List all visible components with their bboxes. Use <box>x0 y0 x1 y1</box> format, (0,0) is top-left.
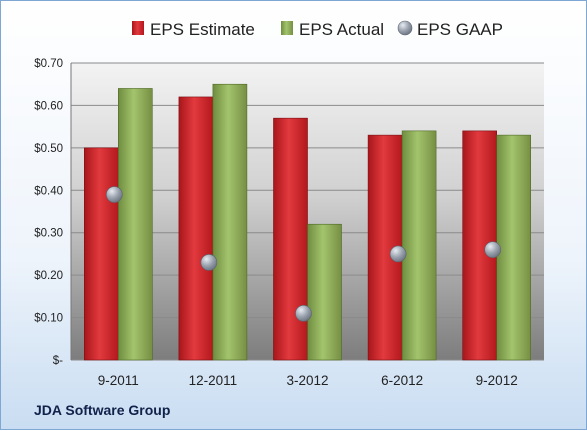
legend-label-eps-gaap: EPS GAAP <box>417 20 503 39</box>
y-tick-label: $0.60 <box>34 100 63 112</box>
x-tick-label: 3-2012 <box>286 373 328 388</box>
legend-swatch-eps-gaap <box>397 20 413 36</box>
bar-eps-estimate <box>178 96 214 361</box>
x-tick-label: 12-2011 <box>189 373 238 388</box>
y-tick-label: $0.10 <box>34 313 63 325</box>
bar-eps-actual <box>401 130 437 361</box>
y-tick-label: $- <box>53 355 63 367</box>
x-tick-label: 9-2011 <box>98 373 139 388</box>
gaap-markers <box>106 186 502 322</box>
y-tick-label: $0.40 <box>34 185 63 197</box>
legend-label-eps-actual: EPS Actual <box>299 20 384 39</box>
legend-swatch-eps-actual <box>281 21 293 35</box>
y-tick-label: $0.70 <box>34 58 63 70</box>
company-name: JDA Software Group <box>34 402 171 418</box>
x-tick-label: 9-2012 <box>476 373 518 388</box>
bar-eps-estimate <box>84 147 119 361</box>
x-tick-label: 6-2012 <box>381 373 423 388</box>
marker-eps-gaap <box>389 245 407 263</box>
legend-swatch-eps-estimate <box>132 21 144 35</box>
marker-eps-gaap <box>200 254 218 271</box>
marker-eps-gaap <box>106 186 123 203</box>
legend: EPS Estimate EPS Actual EPS GAAP <box>132 20 503 39</box>
y-axis: $- $0.10 $0.20 $0.30 $0.40 $0.50 $0.60 $0.70 <box>34 58 72 367</box>
y-tick-label: $0.50 <box>34 143 63 155</box>
bars <box>84 83 532 361</box>
bar-eps-actual <box>118 88 153 361</box>
y-tick-label: $0.30 <box>34 228 63 240</box>
marker-eps-gaap <box>295 305 312 322</box>
y-tick-label: $0.20 <box>34 270 63 282</box>
bar-eps-actual <box>307 223 342 361</box>
bar-eps-actual <box>496 134 532 361</box>
legend-label-eps-estimate: EPS Estimate <box>150 20 255 39</box>
marker-eps-gaap <box>484 241 502 258</box>
bar-eps-estimate <box>273 117 308 361</box>
bar-eps-actual <box>212 83 248 361</box>
x-axis: 9-2011 12-2011 3-2012 6-2012 9-2012 <box>98 373 518 388</box>
